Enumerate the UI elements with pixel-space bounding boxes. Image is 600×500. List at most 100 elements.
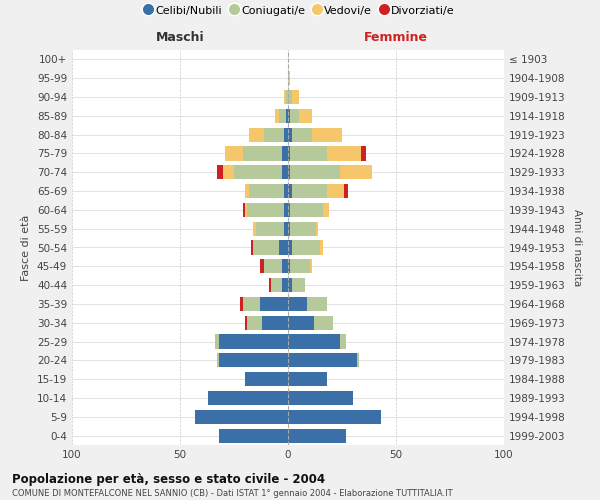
Bar [288, 90, 292, 104]
Bar [290, 222, 316, 235]
Bar [219, 354, 288, 368]
Bar [316, 222, 318, 235]
Bar [290, 109, 299, 123]
Bar [290, 203, 323, 217]
Bar [344, 184, 349, 198]
Bar [312, 128, 342, 141]
Bar [288, 354, 357, 368]
Bar [288, 334, 340, 348]
Bar [288, 128, 292, 141]
Bar [245, 372, 288, 386]
Bar [310, 260, 312, 274]
Bar [234, 165, 281, 180]
Bar [245, 203, 247, 217]
Bar [223, 165, 234, 180]
Bar [288, 240, 292, 254]
Bar [288, 297, 307, 311]
Bar [288, 165, 290, 180]
Bar [242, 297, 260, 311]
Bar [247, 316, 262, 330]
Bar [271, 278, 281, 292]
Bar [215, 334, 219, 348]
Bar [327, 146, 361, 160]
Bar [262, 316, 288, 330]
Text: Maschi: Maschi [155, 32, 205, 44]
Bar [284, 90, 286, 104]
Bar [280, 109, 286, 123]
Bar [292, 128, 312, 141]
Y-axis label: Anni di nascita: Anni di nascita [572, 209, 582, 286]
Bar [288, 410, 381, 424]
Bar [288, 71, 290, 86]
Bar [280, 240, 288, 254]
Bar [286, 90, 288, 104]
Bar [260, 297, 288, 311]
Text: Femmine: Femmine [364, 32, 428, 44]
Bar [242, 146, 281, 160]
Bar [208, 391, 288, 405]
Bar [292, 184, 327, 198]
Bar [195, 410, 288, 424]
Bar [275, 109, 280, 123]
Bar [226, 146, 242, 160]
Bar [290, 165, 340, 180]
Bar [219, 428, 288, 442]
Bar [340, 334, 346, 348]
Bar [281, 278, 288, 292]
Bar [288, 391, 353, 405]
Bar [288, 184, 292, 198]
Bar [256, 222, 284, 235]
Bar [340, 165, 372, 180]
Legend: Celibi/Nubili, Coniugati/e, Vedovi/e, Divorziati/e: Celibi/Nubili, Coniugati/e, Vedovi/e, Di… [141, 0, 459, 20]
Text: COMUNE DI MONTEFALCONE NEL SANNIO (CB) - Dati ISTAT 1° gennaio 2004 - Elaborazio: COMUNE DI MONTEFALCONE NEL SANNIO (CB) -… [12, 489, 452, 498]
Bar [219, 334, 288, 348]
Bar [217, 354, 219, 368]
Bar [288, 372, 327, 386]
Bar [284, 128, 288, 141]
Bar [253, 240, 280, 254]
Bar [299, 109, 312, 123]
Bar [217, 165, 223, 180]
Bar [288, 428, 346, 442]
Bar [249, 184, 284, 198]
Bar [286, 109, 288, 123]
Bar [281, 260, 288, 274]
Bar [249, 128, 264, 141]
Bar [292, 90, 299, 104]
Bar [288, 146, 290, 160]
Bar [260, 260, 264, 274]
Bar [251, 240, 253, 254]
Bar [284, 203, 288, 217]
Bar [323, 203, 329, 217]
Bar [284, 184, 288, 198]
Bar [281, 146, 288, 160]
Bar [292, 240, 320, 254]
Bar [327, 184, 344, 198]
Bar [247, 203, 284, 217]
Bar [245, 316, 247, 330]
Text: Popolazione per età, sesso e stato civile - 2004: Popolazione per età, sesso e stato civil… [12, 472, 325, 486]
Bar [361, 146, 366, 160]
Bar [290, 260, 310, 274]
Bar [357, 354, 359, 368]
Bar [307, 297, 327, 311]
Bar [288, 278, 292, 292]
Bar [290, 146, 327, 160]
Bar [245, 184, 249, 198]
Bar [288, 316, 314, 330]
Bar [320, 240, 323, 254]
Bar [264, 128, 284, 141]
Bar [281, 165, 288, 180]
Bar [242, 203, 245, 217]
Bar [288, 109, 290, 123]
Bar [288, 260, 290, 274]
Bar [264, 260, 281, 274]
Bar [288, 203, 290, 217]
Bar [314, 316, 334, 330]
Bar [288, 222, 290, 235]
Bar [241, 297, 242, 311]
Bar [253, 222, 256, 235]
Bar [284, 222, 288, 235]
Y-axis label: Fasce di età: Fasce di età [22, 214, 31, 280]
Bar [292, 278, 305, 292]
